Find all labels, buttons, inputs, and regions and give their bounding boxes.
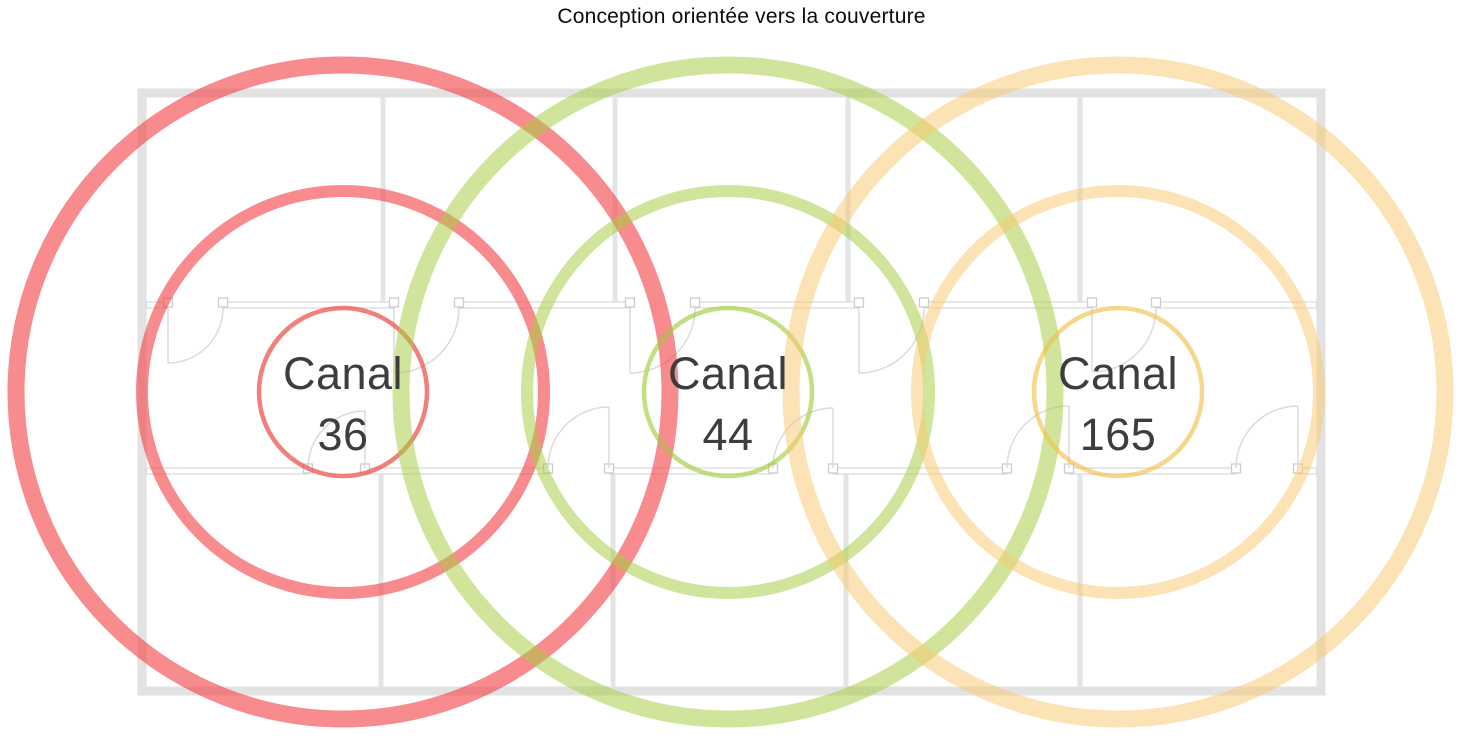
coverage-ring-outer-channel-165 (782, 56, 1454, 728)
ap-label-channel: 36 (317, 409, 369, 460)
ap-label-channel-44: Canal 44 (668, 343, 788, 465)
door-frame (918, 297, 930, 308)
ap-label-name: Canal (1057, 348, 1179, 399)
door-swing-arc (1091, 307, 1157, 373)
door-swing-arc (858, 307, 925, 374)
ap-label-channel: 44 (702, 409, 754, 460)
door-frame (388, 297, 400, 308)
door-frame (453, 297, 465, 308)
door-frame (853, 297, 865, 308)
door-frame (689, 297, 701, 308)
ap-label-name: Canal (667, 348, 789, 399)
door-frame (1150, 297, 1162, 308)
diagram-title: Conception orientée vers la couverture (557, 5, 926, 28)
coverage-rings (7, 56, 1454, 728)
corridor-wall (145, 467, 309, 475)
coverage-ring-inner-channel-36 (256, 305, 430, 479)
door-swing-arc (167, 307, 224, 364)
coverage-ring-inner-channel-165 (1031, 305, 1205, 479)
coverage-ring-inner-channel-44 (641, 305, 815, 479)
coverage-ring-outer-channel-36 (7, 56, 679, 728)
ap-label-channel-165: Canal 165 (1058, 343, 1178, 465)
door-frame (624, 297, 636, 308)
ap-label-channel: 165 (1079, 409, 1157, 460)
door-frame (1086, 297, 1098, 308)
door-swing-arc (547, 406, 610, 469)
corridor-wall (222, 301, 395, 309)
coverage-ring-middle-channel-44 (521, 185, 935, 599)
coverage-ring-middle-channel-165 (911, 185, 1325, 599)
ap-label-channel-36: Canal 36 (283, 343, 403, 465)
ap-label-name: Canal (282, 348, 404, 399)
door-swing-arc (1235, 405, 1299, 469)
corridor-wall (923, 301, 1093, 309)
door-swing-arc (307, 410, 366, 469)
coverage-ring-middle-channel-36 (136, 185, 550, 599)
door-frame (217, 297, 229, 308)
coverage-ring-outer-channel-44 (392, 56, 1064, 728)
